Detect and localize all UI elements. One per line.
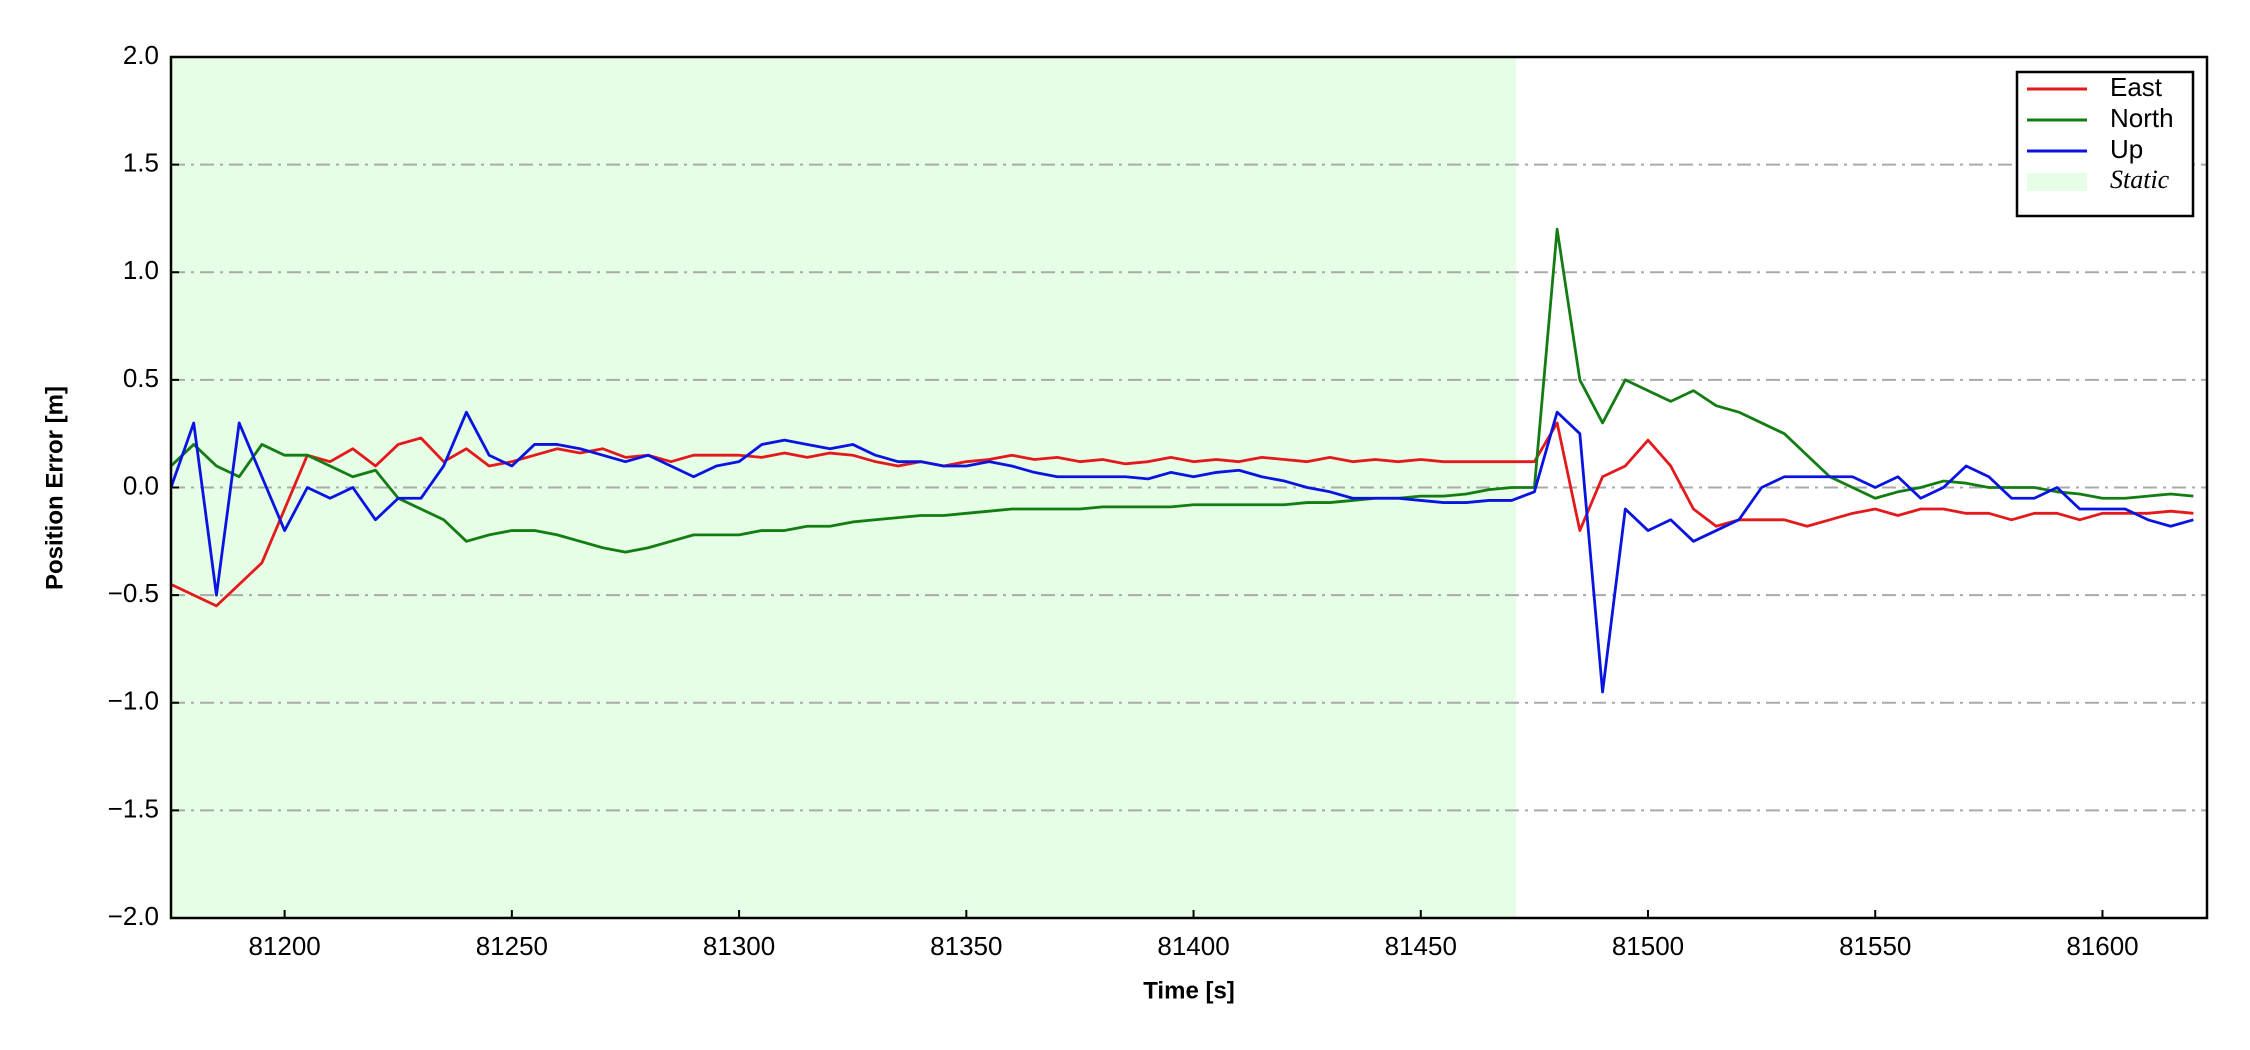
y-tick-label: 2.0 — [123, 40, 159, 70]
y-tick-label: 0.0 — [123, 470, 159, 500]
data-line — [169, 410, 2194, 694]
legend-label: Up — [2110, 134, 2143, 164]
x-tick-label: 81450 — [1385, 931, 1457, 961]
x-tick-label: 81200 — [248, 931, 320, 961]
legend-label: North — [2110, 103, 2174, 133]
y-tick-label: 1.0 — [123, 255, 159, 285]
y-tick-label: −2.0 — [108, 901, 159, 931]
x-tick-label: 81300 — [703, 931, 775, 961]
y-tick-label: −1.5 — [108, 793, 159, 823]
legend-label: East — [2110, 72, 2163, 102]
y-tick-label: −0.5 — [108, 578, 159, 608]
data-line — [170, 227, 2194, 554]
legend-label: Static — [2110, 165, 2170, 194]
x-tick-label: 81400 — [1157, 931, 1229, 961]
x-tick-label: 81550 — [1839, 931, 1911, 961]
x-tick-label: 81350 — [930, 931, 1002, 961]
y-tick-label: 1.5 — [123, 148, 159, 178]
x-tick-label: 81600 — [2066, 931, 2138, 961]
data-line — [170, 421, 2194, 608]
y-tick-label: 0.5 — [123, 363, 159, 393]
y-axis-label: Position Error [m] — [41, 386, 68, 590]
x-tick-label: 81500 — [1612, 931, 1684, 961]
y-tick-label: −1.0 — [108, 686, 159, 716]
x-axis-label: Time [s] — [1143, 977, 1235, 1004]
x-tick-label: 81250 — [476, 931, 548, 961]
plot-frame — [169, 55, 2209, 920]
legend-swatch — [2027, 173, 2087, 191]
legend-box — [2015, 70, 2195, 218]
